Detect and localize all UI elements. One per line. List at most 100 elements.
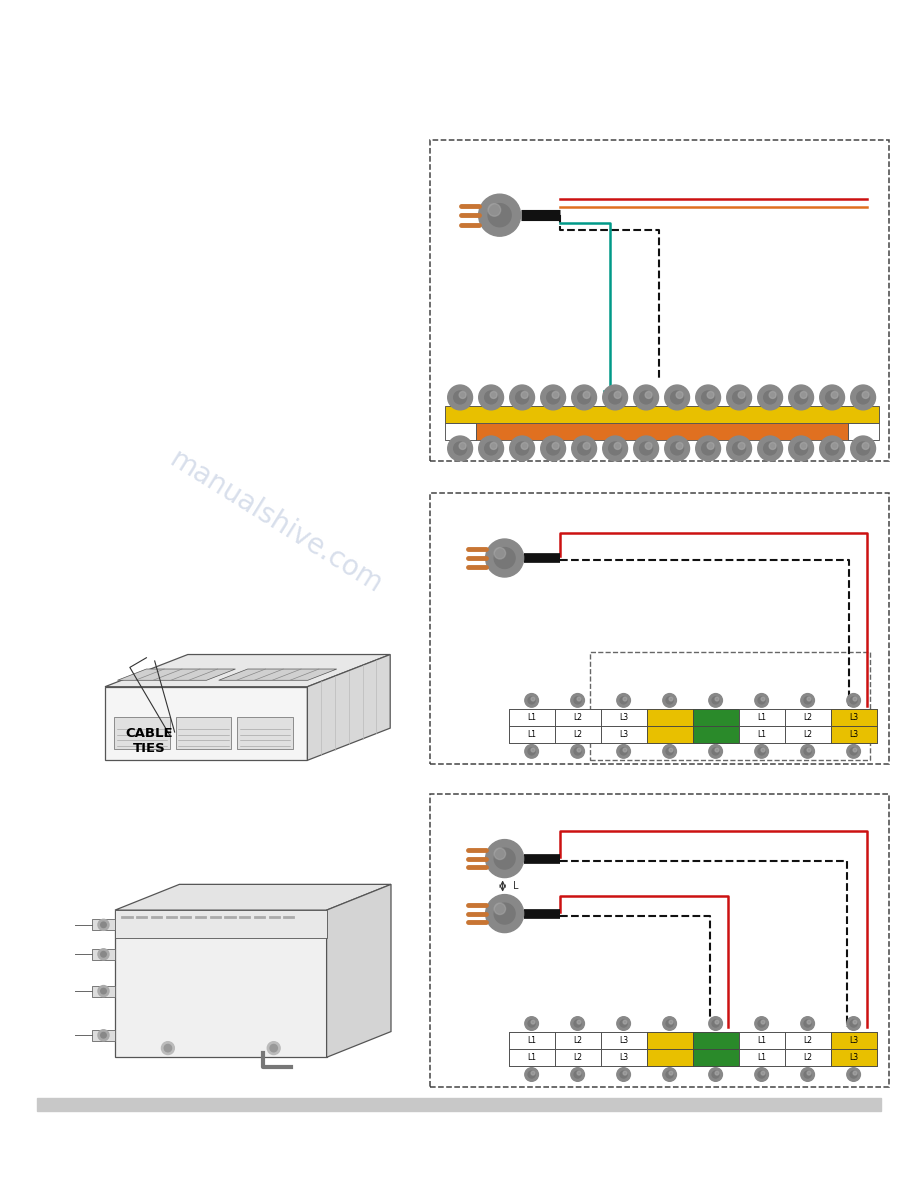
Bar [554, 1032, 600, 1049]
Circle shape [620, 1020, 627, 1028]
Circle shape [795, 442, 808, 455]
Polygon shape [115, 884, 391, 910]
Circle shape [738, 442, 745, 449]
Bar [831, 726, 877, 742]
Bar [509, 1032, 554, 1049]
Circle shape [856, 442, 869, 455]
Circle shape [614, 392, 621, 398]
Circle shape [509, 436, 534, 461]
Bar [600, 1049, 646, 1066]
Text: L1: L1 [527, 1053, 536, 1062]
Circle shape [620, 697, 627, 704]
Circle shape [764, 442, 777, 455]
Text: L3: L3 [619, 1053, 628, 1062]
Bar [554, 1032, 600, 1049]
Circle shape [846, 694, 860, 707]
Circle shape [800, 1068, 814, 1081]
Bar [37, 1098, 881, 1112]
Circle shape [715, 1020, 719, 1024]
Circle shape [448, 385, 473, 410]
Circle shape [603, 385, 628, 410]
Circle shape [516, 442, 529, 455]
Circle shape [715, 1072, 719, 1075]
Text: L2: L2 [573, 1036, 582, 1045]
Bar [785, 709, 831, 726]
Circle shape [757, 436, 782, 461]
Circle shape [617, 745, 631, 758]
Bar [444, 423, 476, 440]
Circle shape [572, 385, 597, 410]
Circle shape [494, 548, 506, 560]
Bar [692, 1032, 739, 1049]
Circle shape [666, 748, 673, 754]
Bar [115, 910, 327, 937]
Circle shape [532, 748, 535, 752]
Bar [646, 709, 692, 726]
Circle shape [669, 697, 673, 701]
Bar [692, 726, 739, 742]
Circle shape [709, 1068, 722, 1081]
Text: CABLE
TIES: CABLE TIES [126, 727, 174, 756]
Polygon shape [105, 655, 390, 687]
Circle shape [851, 385, 876, 410]
Circle shape [494, 548, 515, 569]
Circle shape [574, 697, 581, 704]
Circle shape [486, 840, 523, 878]
Polygon shape [115, 910, 327, 1057]
Circle shape [552, 392, 559, 398]
Circle shape [761, 748, 765, 752]
Circle shape [490, 442, 497, 449]
Circle shape [669, 1072, 673, 1075]
Circle shape [733, 442, 745, 455]
Circle shape [715, 697, 719, 701]
Bar [831, 726, 877, 742]
Circle shape [758, 697, 766, 704]
Bar [509, 726, 554, 742]
Circle shape [807, 1072, 811, 1075]
Circle shape [709, 694, 722, 707]
Circle shape [755, 1017, 768, 1030]
Circle shape [707, 442, 714, 449]
Circle shape [850, 748, 857, 754]
Circle shape [488, 203, 511, 227]
Circle shape [761, 697, 765, 701]
Bar [509, 1032, 554, 1049]
Circle shape [525, 1068, 539, 1081]
Circle shape [804, 748, 812, 754]
Text: L1: L1 [757, 713, 767, 722]
Circle shape [603, 436, 628, 461]
Circle shape [101, 952, 106, 958]
Circle shape [552, 442, 559, 449]
Circle shape [617, 1017, 631, 1030]
Bar [785, 1032, 831, 1049]
Circle shape [620, 1072, 627, 1078]
Text: L3: L3 [849, 1036, 858, 1045]
Circle shape [478, 436, 504, 461]
Bar [509, 709, 554, 726]
Bar [831, 1049, 877, 1066]
Bar [739, 726, 785, 742]
Bar [739, 709, 785, 726]
Circle shape [486, 539, 523, 577]
Circle shape [795, 391, 808, 404]
Circle shape [488, 203, 500, 216]
Circle shape [789, 436, 813, 461]
Circle shape [800, 1017, 814, 1030]
Circle shape [494, 903, 506, 915]
Circle shape [671, 391, 684, 404]
Circle shape [663, 694, 677, 707]
Circle shape [528, 748, 535, 754]
Bar [831, 1032, 877, 1049]
Bar [692, 726, 739, 742]
Circle shape [623, 1072, 627, 1075]
Bar [430, 140, 889, 461]
Circle shape [494, 848, 506, 860]
Text: L1: L1 [757, 729, 767, 739]
Circle shape [820, 385, 845, 410]
Bar [785, 726, 831, 742]
Circle shape [677, 442, 683, 449]
Circle shape [577, 697, 581, 701]
Circle shape [448, 436, 473, 461]
Bar [646, 726, 692, 742]
Circle shape [853, 697, 856, 701]
